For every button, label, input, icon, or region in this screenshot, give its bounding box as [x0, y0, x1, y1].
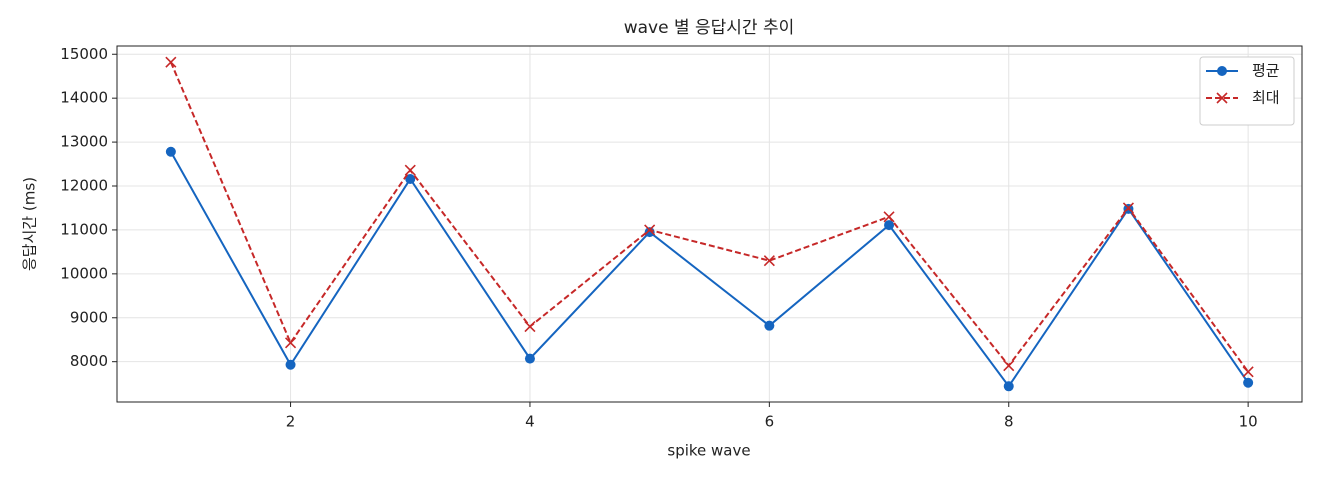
- legend-marker: [1217, 66, 1227, 76]
- marker: [644, 224, 656, 236]
- y-tick-label: 14000: [60, 89, 108, 107]
- y-axis-label: 응답시간 (ms): [21, 177, 39, 271]
- marker: [764, 320, 775, 331]
- x-tick-label: 6: [765, 413, 775, 431]
- marker: [165, 56, 177, 68]
- chart-title: wave 별 응답시간 추이: [624, 18, 795, 38]
- marker: [285, 359, 296, 370]
- y-tick-label: 11000: [60, 220, 108, 238]
- legend-label: 최대: [1252, 89, 1280, 107]
- marker: [404, 164, 416, 176]
- marker: [524, 353, 535, 364]
- marker: [1242, 366, 1254, 378]
- legend-label: 평균: [1252, 62, 1280, 80]
- x-tick-label: 8: [1004, 413, 1014, 431]
- y-tick-label: 10000: [60, 264, 108, 282]
- marker: [524, 320, 536, 333]
- legend-marker: [1216, 92, 1228, 104]
- marker: [405, 173, 416, 184]
- x-tick-label: 2: [286, 413, 296, 431]
- legend-box: [1199, 56, 1295, 126]
- y-tick-label: 9000: [70, 308, 108, 326]
- marker: [284, 337, 297, 349]
- plot-frame: [116, 45, 1303, 403]
- line: [169, 61, 1249, 373]
- x-tick-label: 4: [525, 413, 535, 431]
- marker: [644, 227, 655, 238]
- marker: [763, 255, 775, 267]
- y-tick-label: 8000: [70, 352, 108, 370]
- y-tick-label: 15000: [60, 45, 108, 63]
- marker: [1003, 360, 1015, 372]
- marker: [165, 146, 176, 157]
- line: [169, 151, 1249, 389]
- marker: [884, 220, 895, 231]
- marker: [883, 211, 895, 223]
- marker: [1243, 377, 1254, 388]
- x-tick-label: 10: [1239, 413, 1258, 431]
- marker: [1003, 381, 1014, 392]
- y-tick-label: 12000: [60, 177, 108, 195]
- x-axis-label: spike wave: [667, 442, 750, 460]
- marker: [1122, 202, 1135, 214]
- y-tick-label: 13000: [60, 133, 108, 151]
